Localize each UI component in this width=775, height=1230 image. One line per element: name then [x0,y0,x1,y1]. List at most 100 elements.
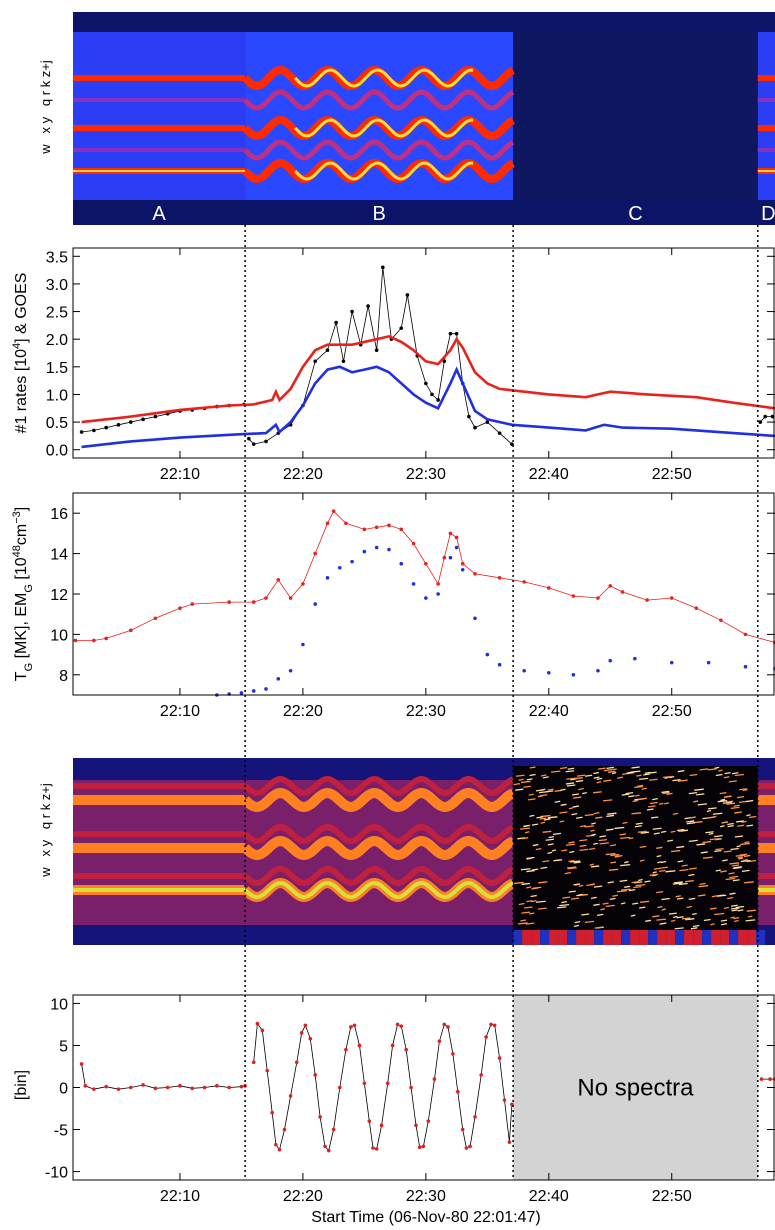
noise [670,919,676,922]
noise [581,913,590,916]
data-point [288,596,293,600]
noise [640,831,650,834]
data-point [92,428,96,433]
data-point [763,414,767,419]
noise [652,827,662,830]
y-tick-label: 12 [50,587,68,604]
spectrogram-cell [73,32,246,200]
data-point [83,1084,88,1088]
x-tick-label: 22:10 [160,703,200,720]
noise [531,887,539,890]
noise [590,865,600,868]
noise [688,897,696,901]
noise [603,769,611,772]
y-axis-label-part: cm [13,524,30,545]
data-point [247,436,251,441]
noise [559,904,570,907]
data-point [104,425,108,430]
y-axis-label: TG [MK], EMG [1048cm−3] [11,507,35,681]
x-tick-label: 22:10 [160,1188,200,1205]
noise [731,864,740,867]
data-point [473,572,477,576]
spectrogram-cell [738,930,748,945]
y-tick-label: 2.0 [46,332,68,349]
noise [518,922,528,925]
noise [706,816,715,819]
data-point [468,1144,472,1149]
series-line [75,510,775,643]
noise [565,843,575,846]
data-point [608,584,613,588]
noise [619,833,627,836]
noise [591,822,596,825]
data-point [404,1047,408,1052]
x-tick-label: 22:30 [406,703,446,720]
noise [548,835,555,839]
spectrogram-cell [702,930,712,945]
noise [614,826,625,830]
noise [571,812,578,816]
x-tick-label: 22:50 [652,1188,692,1205]
noise [539,817,547,820]
spectrogram-cell [603,930,613,945]
data-point [424,596,428,600]
y-tick-label: 8 [59,668,68,685]
noise [522,837,529,840]
noise [570,860,581,863]
noise [614,855,621,858]
noise [708,832,714,836]
y-axis-label-part: T [13,671,30,681]
data-point [546,670,551,675]
data-point [313,602,317,606]
noise [579,848,589,851]
noise [518,778,524,781]
y-tick-label: 0.0 [46,443,68,460]
data-point [357,1043,362,1048]
data-point [424,381,428,386]
noise [572,793,579,796]
data-point [301,582,305,586]
spectrogram-cell [630,930,640,945]
noise [593,771,600,775]
series-line [81,267,773,445]
noise [685,918,695,921]
noise [568,807,574,810]
noise [729,892,736,895]
noise [636,784,644,788]
noise [559,820,565,823]
data-point [276,677,281,681]
data-point [399,326,404,330]
noise [672,812,679,816]
noise [545,790,554,793]
noise [529,912,535,915]
data-point [669,660,674,665]
data-point [390,1043,395,1048]
x-tick-label: 22:40 [529,703,569,720]
data-point [274,1142,278,1147]
noise [602,902,609,905]
data-point [371,1146,375,1150]
noise [744,881,754,884]
noise [553,859,563,862]
noise [730,806,740,810]
noise [738,857,744,860]
data-point [522,580,526,584]
noise [699,882,706,886]
data-point [454,535,459,540]
segment-label: C [628,203,642,225]
spectrogram-cell [513,32,758,200]
spectrogram-cell [576,930,586,945]
y-tick-label: 14 [50,547,68,564]
spectrogram-cell [612,930,622,945]
data-point [202,1085,207,1090]
noise [724,795,732,798]
noise [737,909,744,912]
noise [714,849,722,853]
data-point [460,1127,465,1132]
noise [733,804,740,807]
noise [746,909,756,912]
noise [745,799,754,803]
spectrogram-image [73,12,775,225]
noise [675,895,681,898]
data-point [473,1115,477,1119]
